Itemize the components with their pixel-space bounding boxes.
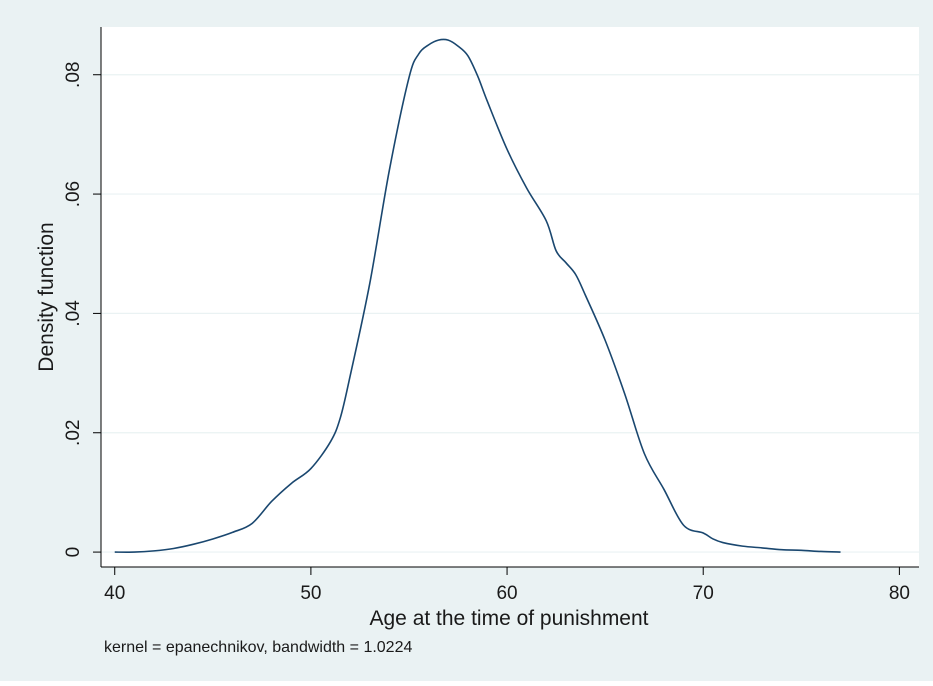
- y-tick-label: .06: [63, 181, 84, 207]
- x-tick-label: 40: [104, 583, 125, 604]
- plot-area: [101, 27, 919, 567]
- y-tick-label: .02: [63, 420, 84, 446]
- axis-ticks: 0 .02 .04 .06 .08 40 50 60 70 80: [63, 62, 910, 604]
- y-tick-label: 0: [63, 547, 84, 558]
- x-tick-label: 80: [889, 583, 910, 604]
- density-curve: [114, 38, 841, 553]
- x-tick-label: 70: [693, 583, 714, 604]
- x-tick-label: 60: [496, 583, 517, 604]
- y-tick-label: .04: [63, 300, 84, 327]
- y-tick-label: .08: [63, 62, 84, 88]
- kernel-note: kernel = epanechnikov, bandwidth = 1.022…: [104, 639, 412, 656]
- y-axis-title: Density function: [35, 222, 58, 371]
- x-tick-label: 50: [300, 583, 321, 604]
- grid-lines: [101, 74, 919, 553]
- series-layer: [114, 38, 841, 553]
- x-axis-title: Age at the time of punishment: [370, 607, 649, 630]
